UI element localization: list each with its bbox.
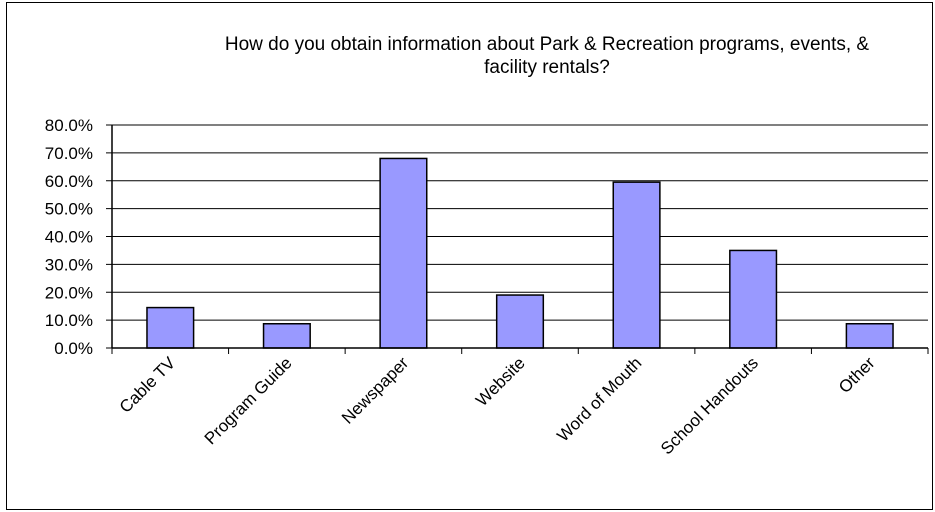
x-tick-label: Website [472,353,529,410]
x-tick-label: Other [835,353,879,397]
bar [495,294,545,349]
y-tick-labels: 0.0% 10.0% 20.0% 30.0% 40.0% 50.0% 60.0% 70.0% 8… [45,116,93,358]
bar [845,322,894,349]
x-tick-labels: Cable TV Program Guide Newspaper Website Wor… [116,353,879,458]
bar [379,157,428,349]
gridlines [112,124,928,321]
chart-title-line-1: How do you obtain information about Park… [224,34,870,55]
bar [612,181,661,349]
x-tick-label: School Handouts [657,353,762,458]
chart-title: How do you obtain information about Park… [157,33,935,79]
y-tick-label: 40.0% [45,228,93,247]
y-tick-label: 70.0% [45,144,93,163]
x-tick-label: Cable TV [116,353,180,417]
chart-title-line-2: facility rentals? [484,57,610,78]
chart-frame: How do you obtain information about Park… [6,2,933,510]
x-tick-label: Newspaper [338,353,412,427]
x-tick-label: Word of Mouth [553,353,645,445]
x-tick-label: Program Guide [201,353,296,448]
y-tick-label: 20.0% [45,283,93,302]
y-tick-label: 80.0% [45,116,93,135]
y-tick-label: 50.0% [45,200,93,219]
axes [106,124,929,354]
bar [146,306,195,349]
y-tick-label: 10.0% [45,311,93,330]
bar [729,249,778,349]
y-tick-label: 60.0% [45,172,93,191]
bars [146,157,894,349]
bar [262,322,311,349]
y-tick-label: 30.0% [45,255,93,274]
y-tick-label: 0.0% [54,339,93,358]
